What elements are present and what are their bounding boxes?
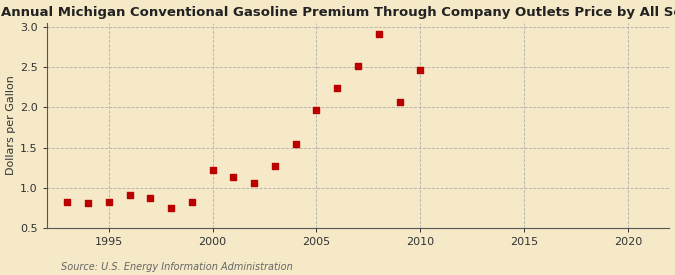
Point	[290, 142, 301, 147]
Point	[352, 64, 363, 68]
Point	[415, 68, 426, 72]
Point	[394, 100, 405, 105]
Point	[145, 196, 156, 200]
Point	[249, 181, 260, 185]
Text: Source: U.S. Energy Information Administration: Source: U.S. Energy Information Administ…	[61, 262, 292, 272]
Point	[124, 192, 135, 197]
Y-axis label: Dollars per Gallon: Dollars per Gallon	[5, 76, 16, 175]
Point	[311, 108, 322, 112]
Point	[373, 32, 384, 36]
Point	[186, 200, 197, 204]
Point	[103, 200, 114, 204]
Point	[207, 168, 218, 172]
Point	[82, 200, 93, 205]
Point	[332, 86, 343, 90]
Point	[269, 164, 280, 169]
Point	[62, 200, 73, 204]
Title: Annual Michigan Conventional Gasoline Premium Through Company Outlets Price by A: Annual Michigan Conventional Gasoline Pr…	[1, 6, 675, 18]
Point	[228, 175, 239, 179]
Point	[165, 206, 176, 210]
